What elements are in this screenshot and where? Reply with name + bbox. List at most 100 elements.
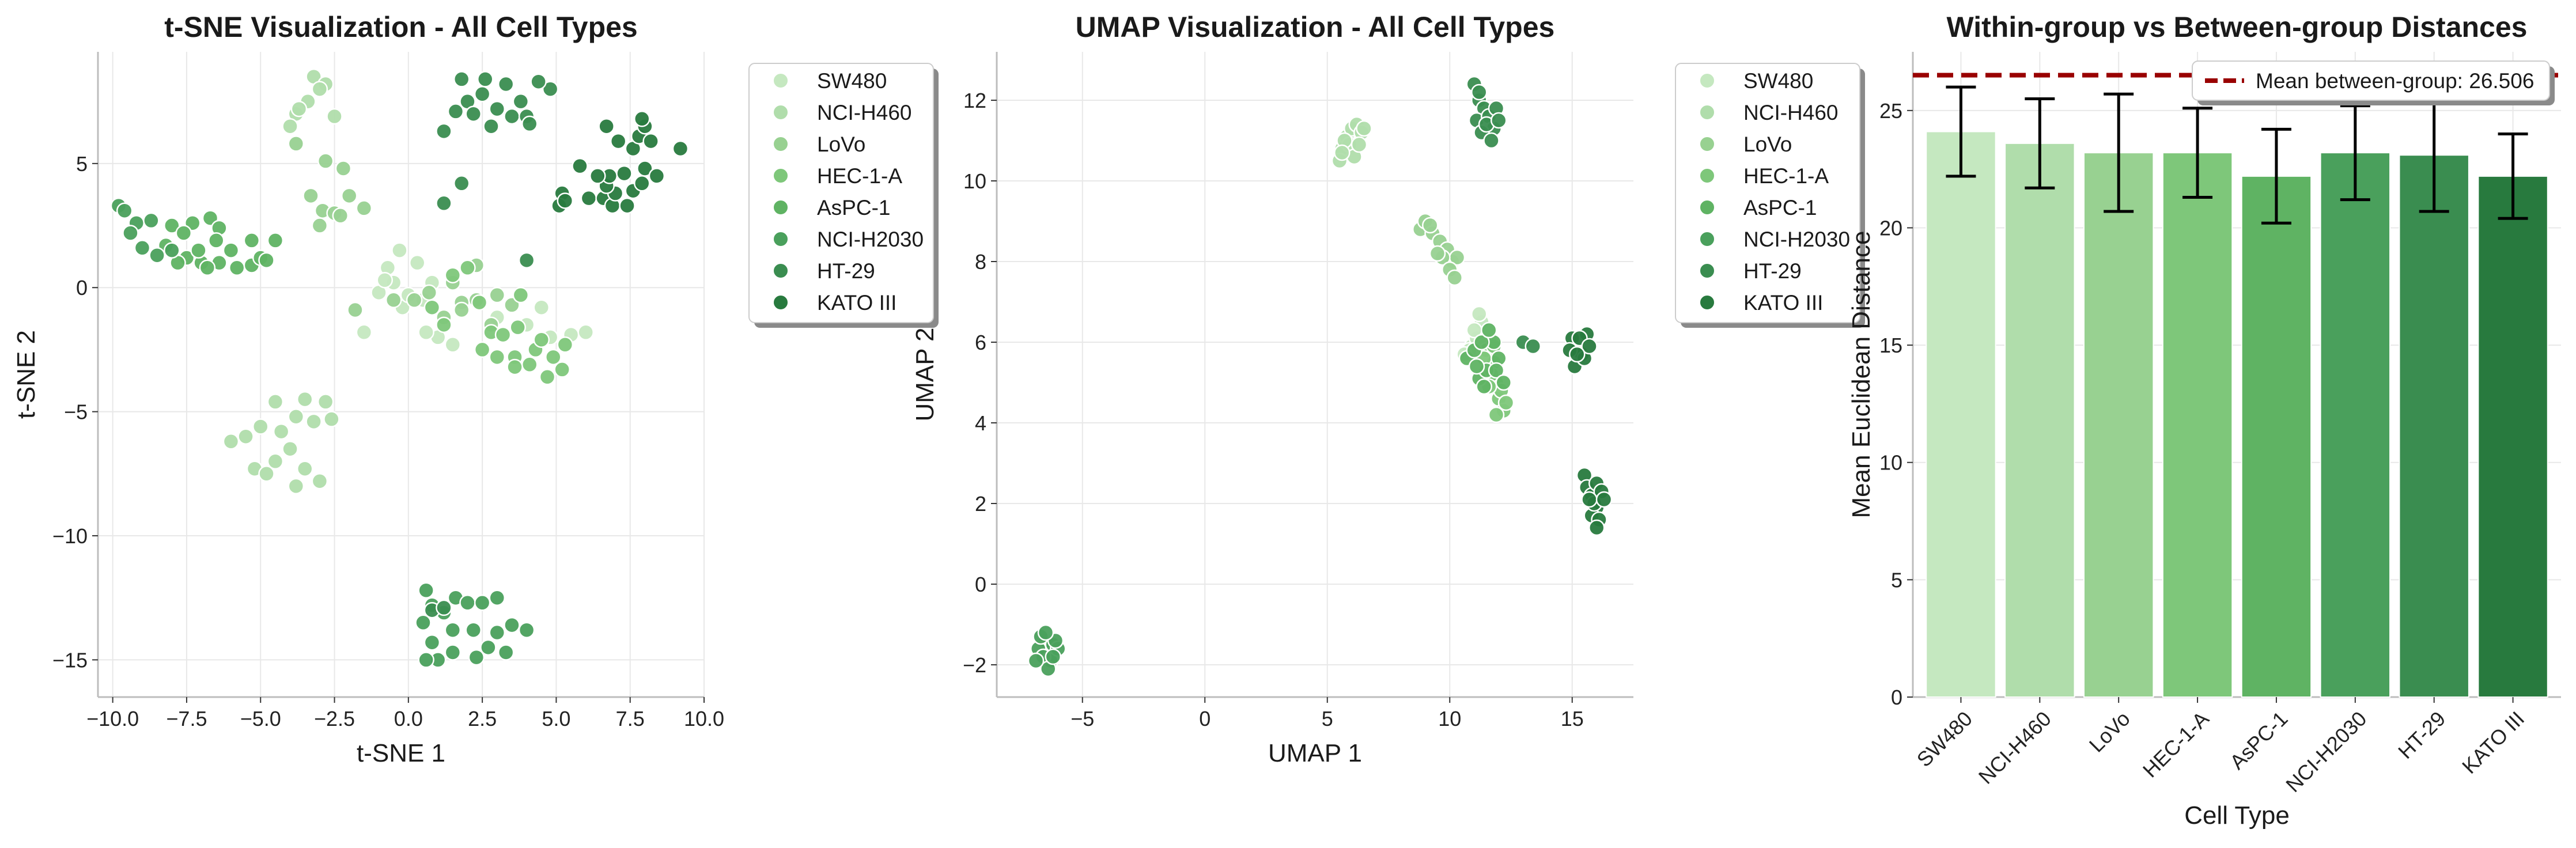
error-bar <box>2025 97 2055 190</box>
data-point <box>282 118 298 135</box>
series-aspc-1 <box>1458 321 1512 395</box>
x-tick-label: SW480 <box>1912 707 1977 771</box>
legend-marker <box>1699 294 1715 311</box>
legend-marker <box>1699 263 1715 279</box>
data-point <box>444 644 462 661</box>
legend-label: KATO III <box>1743 291 1823 315</box>
y-tick-label: 15 <box>1879 334 1902 357</box>
data-point <box>474 595 491 611</box>
data-point <box>533 299 550 316</box>
legend-label: HT-29 <box>1743 259 1802 283</box>
data-point <box>489 100 506 118</box>
data-point <box>474 341 491 358</box>
series-nci-h2030 <box>110 197 535 668</box>
data-point <box>672 140 689 157</box>
data-point <box>355 324 373 341</box>
x-tick-label: −10.0 <box>86 707 139 730</box>
data-point <box>436 316 452 334</box>
data-point <box>506 358 523 376</box>
data-point <box>222 242 240 259</box>
data-point <box>453 301 470 319</box>
data-point <box>311 472 328 490</box>
data-point <box>444 336 462 353</box>
y-tick-label: 6 <box>975 331 986 354</box>
data-point <box>444 267 462 283</box>
data-point <box>317 153 334 169</box>
data-point <box>436 123 452 140</box>
x-tick-label: 0 <box>1199 707 1211 730</box>
data-point <box>1581 491 1598 508</box>
data-point <box>533 331 550 348</box>
bar-hec-1-a <box>2162 152 2233 698</box>
x-tick-label: 5 <box>1322 707 1333 730</box>
series-lovo <box>1412 213 1466 286</box>
data-point <box>542 81 559 97</box>
series-ht-29 <box>423 71 559 619</box>
data-point <box>1027 652 1045 669</box>
legend-marker <box>1699 168 1715 184</box>
data-point <box>459 595 476 611</box>
data-point <box>134 240 151 256</box>
data-point <box>1429 245 1446 262</box>
data-point <box>504 108 520 125</box>
data-point <box>149 247 165 264</box>
data-point <box>572 157 588 175</box>
data-point <box>633 175 650 192</box>
data-point <box>1483 132 1500 149</box>
legend: SW480 NCI-H460 LoVo HEC-1-A AsPC-1 NCI-H2030 H… <box>748 63 939 328</box>
data-point <box>521 356 538 373</box>
y-tick-label: 10 <box>1879 451 1902 475</box>
y-tick-label: −15 <box>52 648 88 672</box>
data-point <box>1588 519 1605 536</box>
data-point <box>1334 144 1351 161</box>
data-point <box>616 165 633 182</box>
y-tick-label: 8 <box>975 250 986 274</box>
x-axis-label: Cell Type <box>2184 801 2290 830</box>
legend-marker <box>773 294 789 311</box>
series-kato-iii <box>551 111 689 214</box>
data-point <box>633 111 650 127</box>
legend-marker <box>773 73 789 89</box>
data-point <box>580 190 597 207</box>
data-point <box>539 369 556 385</box>
data-point <box>497 75 515 93</box>
data-point <box>1351 136 1368 153</box>
x-tick-label: 2.5 <box>468 707 497 730</box>
y-tick-label: −2 <box>963 653 986 677</box>
data-point <box>296 391 313 408</box>
data-point <box>483 118 500 135</box>
data-point <box>512 286 529 304</box>
data-point <box>468 649 485 666</box>
x-tick-label: HT-29 <box>2393 707 2450 763</box>
x-tick-label: 5.0 <box>542 707 570 730</box>
bar-nci-h460 <box>2004 142 2075 698</box>
data-point <box>589 168 606 184</box>
x-tick-label: AsPC-1 <box>2225 707 2293 774</box>
data-point <box>208 232 225 249</box>
data-point <box>385 292 402 309</box>
data-point <box>355 200 373 217</box>
series-nci-h460 <box>222 68 343 495</box>
data-point <box>494 326 512 343</box>
x-tick-label: 10 <box>1438 707 1461 730</box>
data-point <box>323 411 340 427</box>
data-point <box>489 589 506 606</box>
legend-label: NCI-H460 <box>817 101 912 124</box>
y-tick-label: 12 <box>963 89 986 112</box>
data-point <box>453 71 470 88</box>
data-point <box>408 254 426 271</box>
data-point <box>273 423 290 440</box>
legend-label: NCI-H2030 <box>817 228 924 251</box>
legend-label: LoVo <box>817 132 865 156</box>
data-point <box>1581 338 1598 355</box>
y-tick-label: 5 <box>76 152 88 176</box>
legend-box <box>1675 63 1860 323</box>
data-point <box>243 232 260 249</box>
chart-title: UMAP Visualization - All Cell Types <box>1076 11 1555 43</box>
x-tick-label: KATO III <box>2457 707 2529 778</box>
legend-label: NCI-H2030 <box>1743 228 1850 251</box>
data-point <box>317 393 334 410</box>
data-point <box>335 160 352 177</box>
data-point <box>619 197 636 214</box>
legend-label: HEC-1-A <box>1743 164 1829 188</box>
